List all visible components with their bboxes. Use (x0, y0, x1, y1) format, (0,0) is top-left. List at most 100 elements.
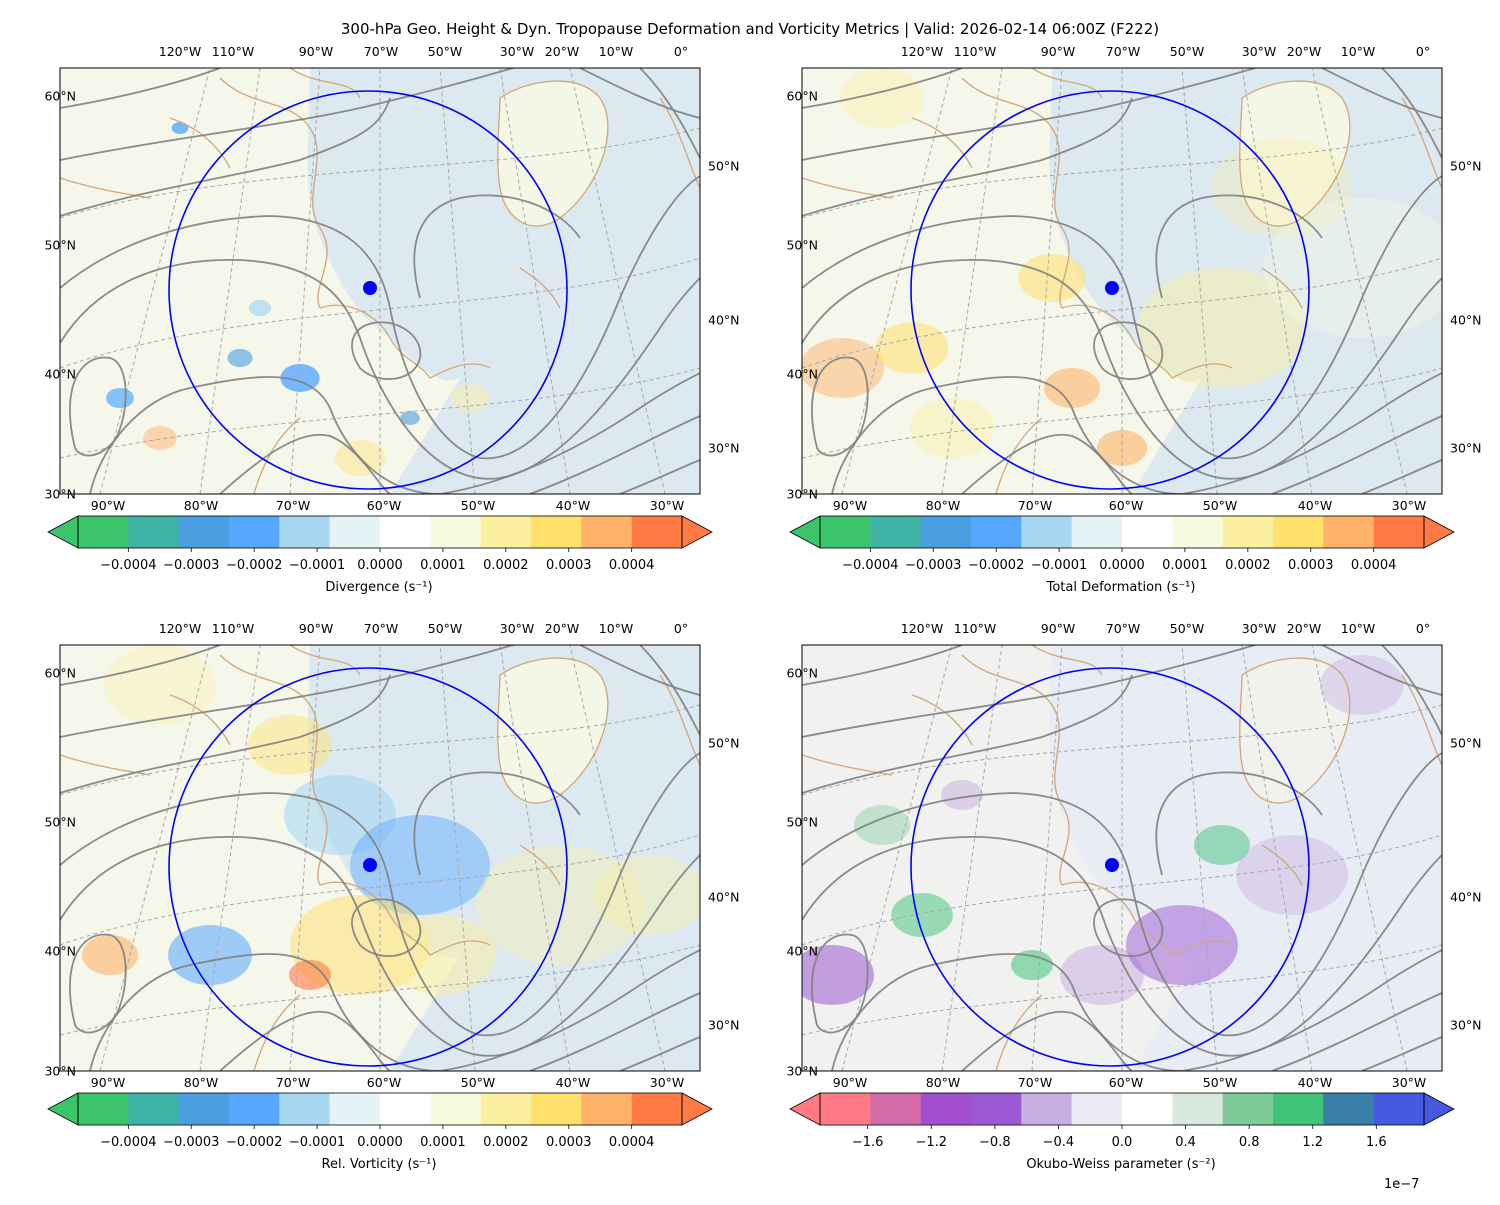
top-lon-label: 20°W (1286, 44, 1322, 59)
right-lat-label: 40°N (1450, 312, 1482, 328)
left-lat-label: 40°N (44, 943, 76, 959)
center-point-marker (363, 281, 377, 295)
colorbar-segment (1122, 1093, 1173, 1125)
left-lat-label: 60°N (44, 88, 76, 104)
bottom-lon-label: 40°W (1297, 1075, 1333, 1090)
graticule-line (99, 645, 211, 1071)
colorbar-segment (920, 516, 972, 548)
colorbar-label: Rel. Vorticity (s⁻¹) (321, 1157, 437, 1172)
bottom-lon-label: 30°W (649, 1075, 685, 1090)
coastline (1171, 363, 1233, 379)
height-contour (802, 752, 1442, 1037)
colorbar-tick-label: −0.0004 (842, 558, 899, 573)
coastline (519, 267, 561, 309)
right-lat-label: 50°N (1450, 735, 1482, 751)
coastline (60, 754, 151, 776)
top-lon-label: 10°W (598, 621, 634, 636)
greenland-land (1239, 81, 1350, 227)
colorbar-segment (78, 1093, 129, 1125)
field-blob (289, 960, 331, 990)
field-blob (1011, 950, 1053, 980)
colorbar-segment (480, 516, 532, 548)
right-lat-label: 40°N (708, 889, 740, 905)
colorbar-segment (631, 516, 683, 548)
colorbar-segment (1222, 516, 1274, 548)
coastline (497, 80, 609, 227)
height-contour (60, 68, 517, 161)
field-blob (875, 322, 949, 374)
graticule-line (1181, 645, 1218, 1071)
graticule-line (841, 68, 953, 494)
left-lat-label: 60°N (44, 665, 76, 681)
colorbar-segment (329, 516, 381, 548)
colorbar-tick-label: 0.0001 (1162, 558, 1208, 573)
analysis-radius-ring (168, 667, 568, 1067)
top-lon-label: 110°W (953, 621, 997, 636)
bottom-lon-label: 40°W (555, 498, 591, 513)
top-lon-label: 120°W (900, 44, 944, 59)
field-blob (82, 935, 138, 975)
top-lon-label: 50°W (1169, 44, 1205, 59)
map-land (60, 68, 460, 494)
coastline (1239, 80, 1351, 227)
left-lat-label: 30°N (44, 486, 76, 502)
colorbar-segment (1323, 516, 1375, 548)
bottom-lon-label: 50°W (1202, 498, 1238, 513)
map-axes (59, 67, 701, 495)
bottom-lon-label: 90°W (832, 498, 868, 513)
top-lon-label: 0° (673, 44, 689, 59)
top-lon-label: 20°W (544, 621, 580, 636)
top-lon-label: 30°W (1241, 44, 1277, 59)
coastline (253, 994, 301, 1071)
height-contour (1271, 992, 1442, 1071)
colorbar-max-extend (1423, 1092, 1455, 1126)
coastline (961, 77, 1070, 309)
right-lat-label: 30°N (708, 1017, 740, 1033)
colorbar-segment (1373, 516, 1425, 548)
height-contour (351, 321, 422, 380)
colorbar-segment (531, 1093, 582, 1125)
colorbar-tick-label: 0.0004 (1350, 558, 1397, 573)
top-lon-label: 0° (673, 621, 689, 636)
height-contour (69, 933, 127, 1034)
center-point-marker (1105, 281, 1119, 295)
height-contour (413, 771, 581, 876)
left-lat-label: 40°N (786, 366, 818, 382)
height-contour (439, 372, 700, 494)
colorbar-segment (971, 1093, 1022, 1125)
top-lon-label: 90°W (298, 621, 334, 636)
panel-okubo-weiss: 120°W 110°W 90°W 70°W 50°W 30°W 20°W 10°W 0° 90°W… (786, 621, 1481, 1205)
height-contour (413, 194, 581, 299)
colorbar-tick-label: 0.8 (1238, 1135, 1260, 1150)
top-lon-label: 50°W (427, 621, 463, 636)
height-contour (1093, 898, 1164, 957)
bottom-lon-label: 90°W (832, 1075, 868, 1090)
coastline (429, 940, 491, 956)
colorbar-segment (380, 516, 431, 548)
left-lat-label: 30°N (786, 1063, 818, 1079)
coastline (1031, 68, 1103, 99)
height-contour (69, 356, 127, 457)
colorbar-segment (870, 516, 922, 548)
height-contour (89, 376, 441, 494)
colorbar-tick-label: 0.0002 (483, 558, 529, 573)
coastline (253, 417, 301, 494)
map-frame (801, 644, 1443, 1072)
top-lon-label: 90°W (298, 44, 334, 59)
colorbar-segment (279, 516, 331, 548)
bottom-lon-label: 60°W (1108, 1075, 1144, 1090)
colorbar-segment (229, 516, 280, 548)
colorbar-tick-label: 0.0001 (420, 1135, 466, 1150)
top-lon-label: 110°W (211, 44, 255, 59)
graticule-line (499, 645, 571, 1071)
colorbar-min-extend (789, 515, 821, 549)
colorbar-tick-label: 0.0003 (546, 1135, 592, 1150)
bottom-lon-label: 70°W (275, 1075, 311, 1090)
colorbar-segment (581, 1093, 633, 1125)
top-lon-label: 70°W (363, 621, 399, 636)
center-point-marker (1105, 858, 1119, 872)
colorbar-segment (1172, 516, 1224, 548)
height-contour (60, 645, 221, 686)
graticule-line (1311, 68, 1408, 494)
height-contour (1181, 372, 1442, 494)
